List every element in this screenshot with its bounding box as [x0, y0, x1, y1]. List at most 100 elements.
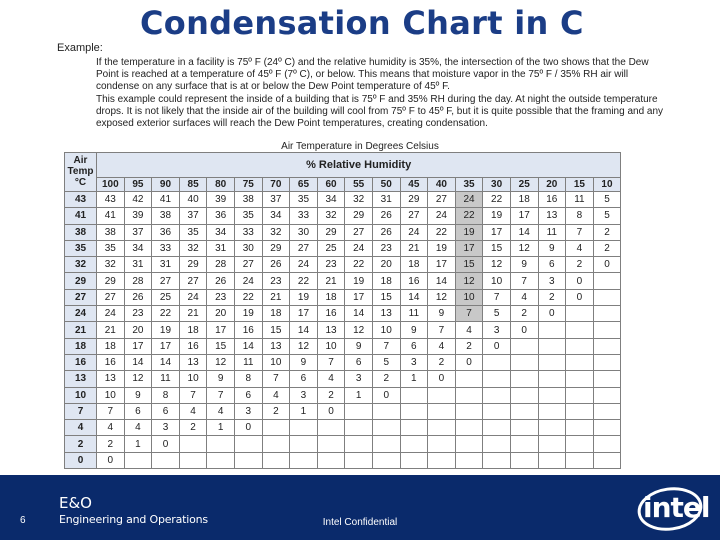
dew-point-cell: 41: [151, 190, 180, 209]
dew-point-cell: 16: [399, 272, 429, 290]
dew-point-cell: 6: [123, 402, 153, 421]
dew-point-cell: 27: [233, 256, 263, 274]
dew-point-cell: 22: [344, 256, 373, 274]
footer-bar: 6 E&O Engineering and Operations Intel C…: [0, 475, 720, 540]
dew-point-cell: 0: [151, 435, 180, 453]
dew-point-cell: 2: [592, 239, 622, 258]
dew-point-cell: 7: [482, 288, 511, 307]
dew-point-cell: 41: [96, 207, 125, 225]
dew-point-cell: 8: [233, 370, 263, 388]
dew-point-cell: 13: [261, 337, 291, 355]
dew-point-cell: [344, 451, 373, 470]
dew-point-cell: 17: [344, 288, 373, 307]
dew-point-cell: [592, 451, 622, 470]
dew-point-cell: 7: [261, 370, 291, 388]
dew-point-cell: 27: [151, 272, 180, 290]
rh-column-header: 25: [509, 177, 539, 192]
rh-column-header: 45: [399, 177, 429, 192]
dew-point-cell: 5: [592, 190, 622, 209]
dew-point-cell: 23: [316, 256, 346, 274]
dew-point-cell: 39: [123, 207, 153, 225]
dew-point-cell: [427, 435, 456, 453]
dew-point-cell: [592, 386, 622, 404]
dew-point-cell: 38: [96, 223, 125, 241]
rh-column-header: 95: [123, 177, 153, 192]
dew-point-cell: 23: [206, 288, 235, 307]
dew-point-cell: 27: [344, 223, 373, 241]
dew-point-cell: [454, 402, 484, 421]
air-temp-cell: 29: [64, 272, 97, 290]
dew-point-cell: 38: [233, 190, 263, 209]
dew-point-cell: [399, 402, 429, 421]
dew-point-cell: [565, 305, 594, 323]
rh-column-header: 70: [261, 177, 291, 192]
dew-point-cell: 7: [178, 386, 208, 404]
dew-point-cell: 7: [454, 305, 484, 323]
dew-point-cell: [537, 386, 567, 404]
dew-point-cell: 15: [371, 288, 401, 307]
dew-point-cell: [454, 435, 484, 453]
dew-point-cell: [565, 402, 594, 421]
table-row: 29 29 28 27 27 26 24 23 22 21 19 18 16 14 12 10 7 3 0: [64, 272, 622, 290]
dew-point-cell: 2: [427, 353, 456, 372]
dew-point-cell: 4: [427, 337, 456, 355]
dew-point-cell: 24: [427, 207, 456, 225]
dew-point-cell: 3: [151, 419, 180, 437]
air-temp-cell: 21: [64, 321, 97, 339]
dew-point-cell: [509, 419, 539, 437]
air-temp-cell: 43: [64, 190, 97, 209]
dew-point-cell: 7: [427, 321, 456, 339]
dew-point-cell: [344, 402, 373, 421]
rh-column-header: 10: [592, 177, 622, 192]
air-temp-cell: 24: [64, 305, 97, 323]
dew-point-cell: [371, 419, 401, 437]
dew-point-cell: 33: [233, 223, 263, 241]
dew-point-cell: 22: [289, 272, 318, 290]
condensation-table: Air Temp °C % Relative Humidity 100 95 90 8…: [64, 152, 622, 470]
dew-point-cell: [592, 419, 622, 437]
dew-point-cell: 11: [399, 305, 429, 323]
dew-point-cell: 24: [233, 272, 263, 290]
dew-point-cell: 0: [427, 370, 456, 388]
dew-point-cell: 17: [454, 239, 484, 258]
dew-point-cell: 9: [206, 370, 235, 388]
dew-point-cell: 14: [233, 337, 263, 355]
intel-logo: intel: [636, 485, 711, 533]
dew-point-cell: [151, 451, 180, 470]
dew-point-cell: 0: [454, 353, 484, 372]
dew-point-cell: [233, 451, 263, 470]
air-temp-cell: 4: [64, 419, 97, 437]
dew-point-cell: [371, 435, 401, 453]
dew-point-cell: [289, 451, 318, 470]
dew-point-cell: 11: [151, 370, 180, 388]
dew-point-cell: 18: [399, 256, 429, 274]
dew-point-cell: 5: [371, 353, 401, 372]
dew-point-cell: [261, 435, 291, 453]
dew-point-cell: [509, 370, 539, 388]
dew-point-cell: 32: [261, 223, 291, 241]
dew-point-cell: [509, 402, 539, 421]
dew-point-cell: 34: [316, 190, 346, 209]
dew-point-cell: [592, 321, 622, 339]
dew-point-cell: 38: [151, 207, 180, 225]
dew-point-cell: 1: [399, 370, 429, 388]
dew-point-cell: 36: [151, 223, 180, 241]
dew-point-cell: 29: [261, 239, 291, 258]
dew-point-cell: [454, 419, 484, 437]
dew-point-cell: [565, 353, 594, 372]
dew-point-cell: 12: [482, 256, 511, 274]
dew-point-cell: 34: [261, 207, 291, 225]
dew-point-cell: 13: [316, 321, 346, 339]
dew-point-cell: [344, 419, 373, 437]
dew-point-cell: 26: [206, 272, 235, 290]
dew-point-cell: 28: [123, 272, 153, 290]
dew-point-cell: 12: [427, 288, 456, 307]
dew-point-cell: 4: [123, 419, 153, 437]
air-temp-cell: 41: [64, 207, 97, 225]
dew-point-cell: 32: [96, 256, 125, 274]
dew-point-cell: [565, 370, 594, 388]
dew-point-cell: [482, 370, 511, 388]
dew-point-cell: [399, 435, 429, 453]
dew-point-cell: 4: [96, 419, 125, 437]
table-row: 21 21 20 19 18 17 16 15 14 13 12 10 9 7 4 3 0: [64, 321, 622, 339]
